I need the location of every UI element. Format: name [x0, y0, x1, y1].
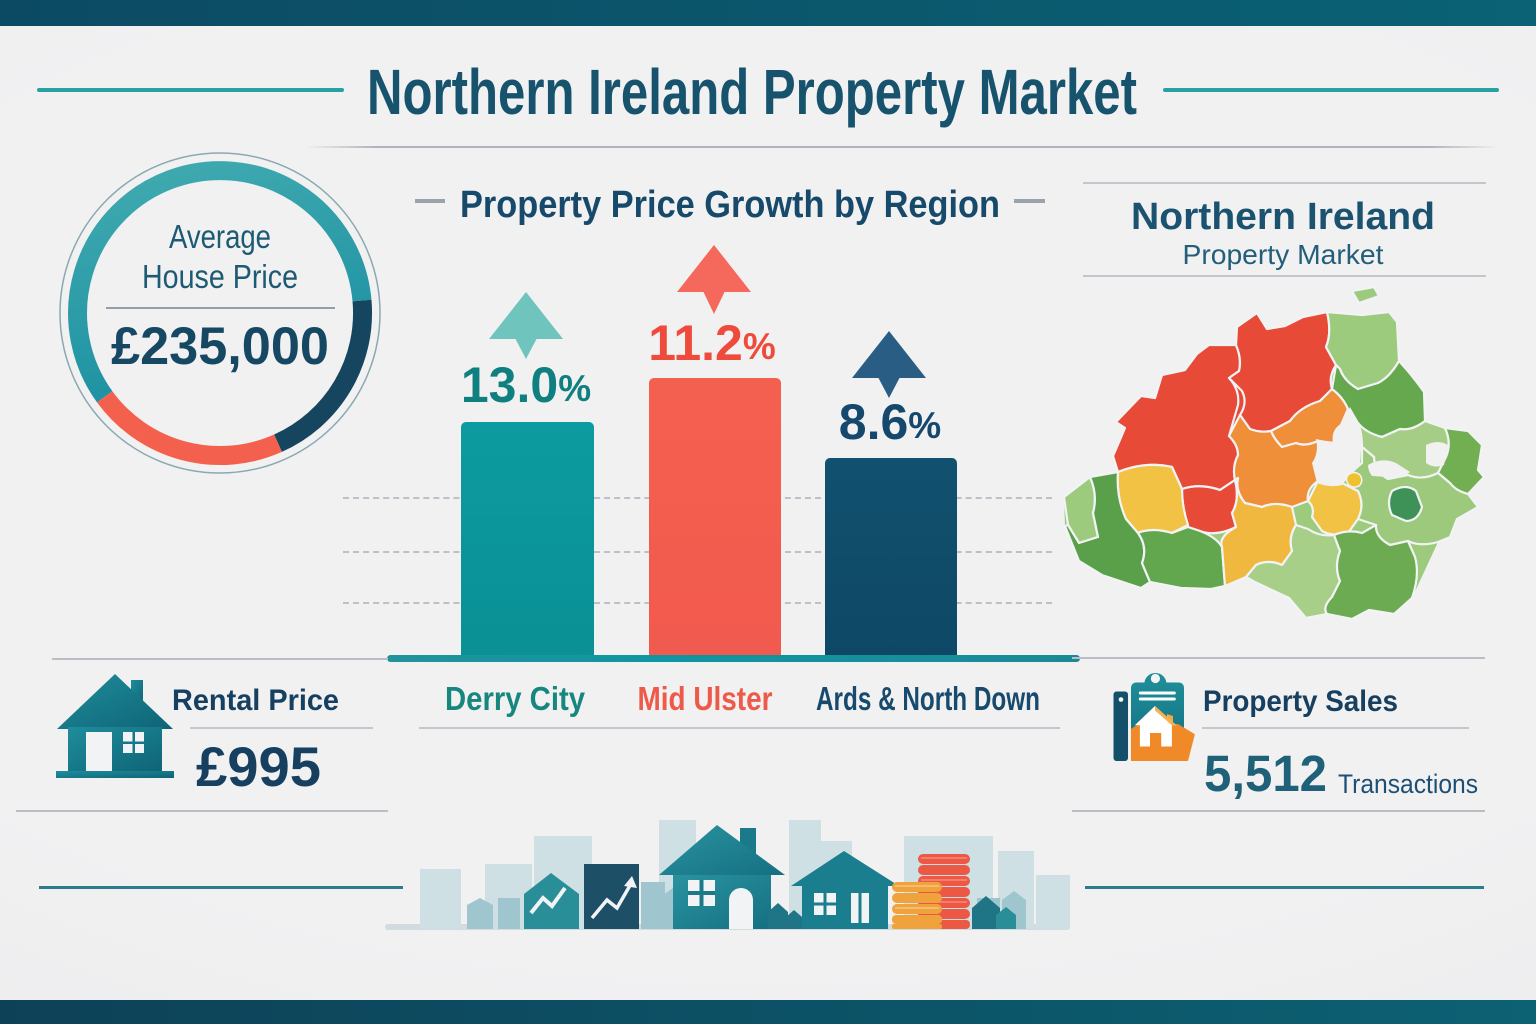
svg-text:Property Price Growth by Regio: Property Price Growth by Region [460, 184, 1000, 226]
svg-text:Transactions: Transactions [1338, 769, 1478, 799]
svg-text:£995: £995 [196, 735, 321, 798]
svg-text:Derry City: Derry City [445, 680, 586, 717]
svg-text:11.2%: 11.2% [648, 315, 775, 371]
svg-text:5,512: 5,512 [1204, 745, 1327, 802]
svg-text:Northern Ireland: Northern Ireland [1131, 196, 1435, 238]
svg-text:Mid Ulster: Mid Ulster [638, 680, 773, 717]
svg-text:House Price: House Price [142, 258, 298, 295]
svg-text:8.6%: 8.6% [839, 394, 941, 450]
svg-text:13.0%: 13.0% [461, 357, 591, 413]
svg-text:Property Market: Property Market [1183, 239, 1384, 270]
svg-text:Average: Average [169, 218, 271, 255]
svg-text:£235,000: £235,000 [111, 317, 329, 376]
svg-text:Rental Price: Rental Price [172, 684, 339, 717]
svg-text:Property Sales: Property Sales [1203, 685, 1398, 718]
svg-text:Ards & North Down: Ards & North Down [816, 680, 1040, 717]
svg-text:Northern Ireland Property Mark: Northern Ireland Property Market [367, 56, 1137, 128]
